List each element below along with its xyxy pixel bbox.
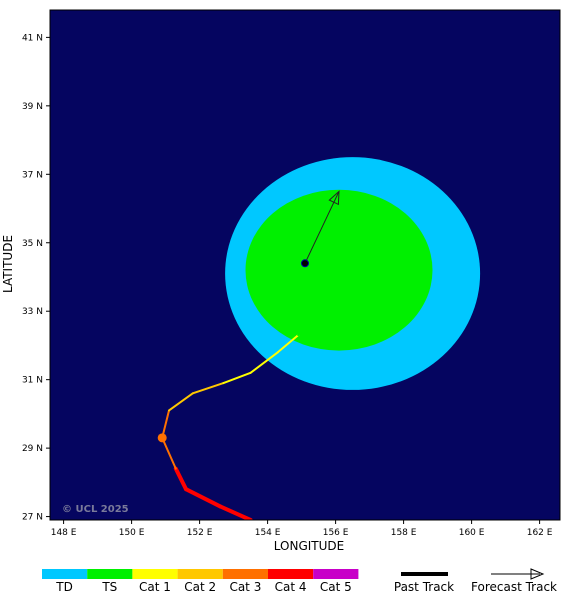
- past-track-segment: [297, 296, 303, 337]
- copyright-label: © UCL 2025: [62, 504, 129, 515]
- y-tick-label: 35 N: [22, 239, 43, 249]
- past-track-segment: [184, 487, 222, 509]
- past-track-segment: [191, 382, 225, 395]
- x-axis-title: LONGITUDE: [274, 539, 344, 553]
- past-track-segment: [218, 504, 253, 520]
- x-tick-label: 160 E: [459, 528, 485, 538]
- legend-category-label: Cat 1: [139, 580, 171, 594]
- ts-wind-inner: [245, 189, 433, 351]
- x-tick-label: 154 E: [255, 528, 281, 538]
- legend-swatch: [222, 569, 268, 579]
- legend-category-label: Cat 5: [320, 580, 352, 594]
- axis-layer: 148 E 150 E 152 E 154 E 156 E 158 E 160 E 162 E…: [22, 33, 553, 538]
- y-tick-label: 37 N: [22, 170, 43, 180]
- forecast-track-line: [304, 191, 340, 264]
- marker-layer: [157, 259, 309, 443]
- y-tick-label: 31 N: [22, 376, 43, 386]
- plot-area: © UCL 2025: [49, 9, 561, 521]
- legend-category-label: Cat 4: [275, 580, 307, 594]
- wind-field-layer: [225, 157, 481, 390]
- y-tick-label: 41 N: [22, 33, 43, 43]
- current-position-marker: [301, 259, 309, 268]
- x-tick-label: 150 E: [119, 528, 145, 538]
- legend: TD TS Cat 1 Cat 2 Cat 3 Cat 4 Cat 5 Past Track…: [42, 568, 557, 594]
- past-track-segment: [222, 371, 252, 385]
- past-track-segment: [276, 334, 300, 354]
- legend-category-label: TS: [101, 580, 117, 594]
- past-track-segment: [168, 392, 194, 412]
- legend-swatch: [42, 569, 88, 579]
- past-track-layer: [161, 262, 306, 520]
- x-tick-label: 152 E: [187, 528, 213, 538]
- x-tick-label: 162 E: [527, 528, 553, 538]
- past-track-segment: [249, 351, 279, 374]
- plot-frame: [49, 9, 561, 521]
- forecast-arrow-icon: [530, 568, 545, 580]
- x-tick-label: 148 E: [51, 528, 77, 538]
- legend-swatch: [87, 569, 133, 579]
- past-track-segment: [161, 409, 170, 439]
- legend-swatch: [268, 569, 314, 579]
- past-track-segment: [161, 436, 177, 470]
- x-tick-label: 158 E: [391, 528, 417, 538]
- legend-swatch: [313, 569, 359, 579]
- legend-category-label: Cat 2: [184, 580, 216, 594]
- y-tick-label: 29 N: [22, 444, 43, 454]
- forecast-track-layer: [304, 190, 340, 264]
- legend-swatch: [177, 569, 223, 579]
- past-track-segment: [300, 262, 306, 299]
- x-tick-label: 156 E: [323, 528, 349, 538]
- legend-swatch: [132, 569, 178, 579]
- y-tick-label: 39 N: [22, 102, 43, 112]
- legend-category-label: Cat 3: [229, 580, 261, 594]
- y-tick-label: 33 N: [22, 307, 43, 317]
- forecast-arrowhead: [328, 190, 340, 206]
- legend-category-label: TD: [55, 580, 73, 594]
- past-track-segment: [173, 466, 188, 492]
- past-track-legend-label: Past Track: [394, 580, 454, 594]
- earlier-position-marker: [157, 433, 167, 443]
- y-tick-label: 27 N: [22, 513, 43, 523]
- category-color-bar: TD TS Cat 1 Cat 2 Cat 3 Cat 4 Cat 5: [42, 569, 359, 594]
- y-axis-title: LATITUDE: [1, 235, 15, 293]
- forecast-track-legend-label: Forecast Track: [471, 580, 557, 594]
